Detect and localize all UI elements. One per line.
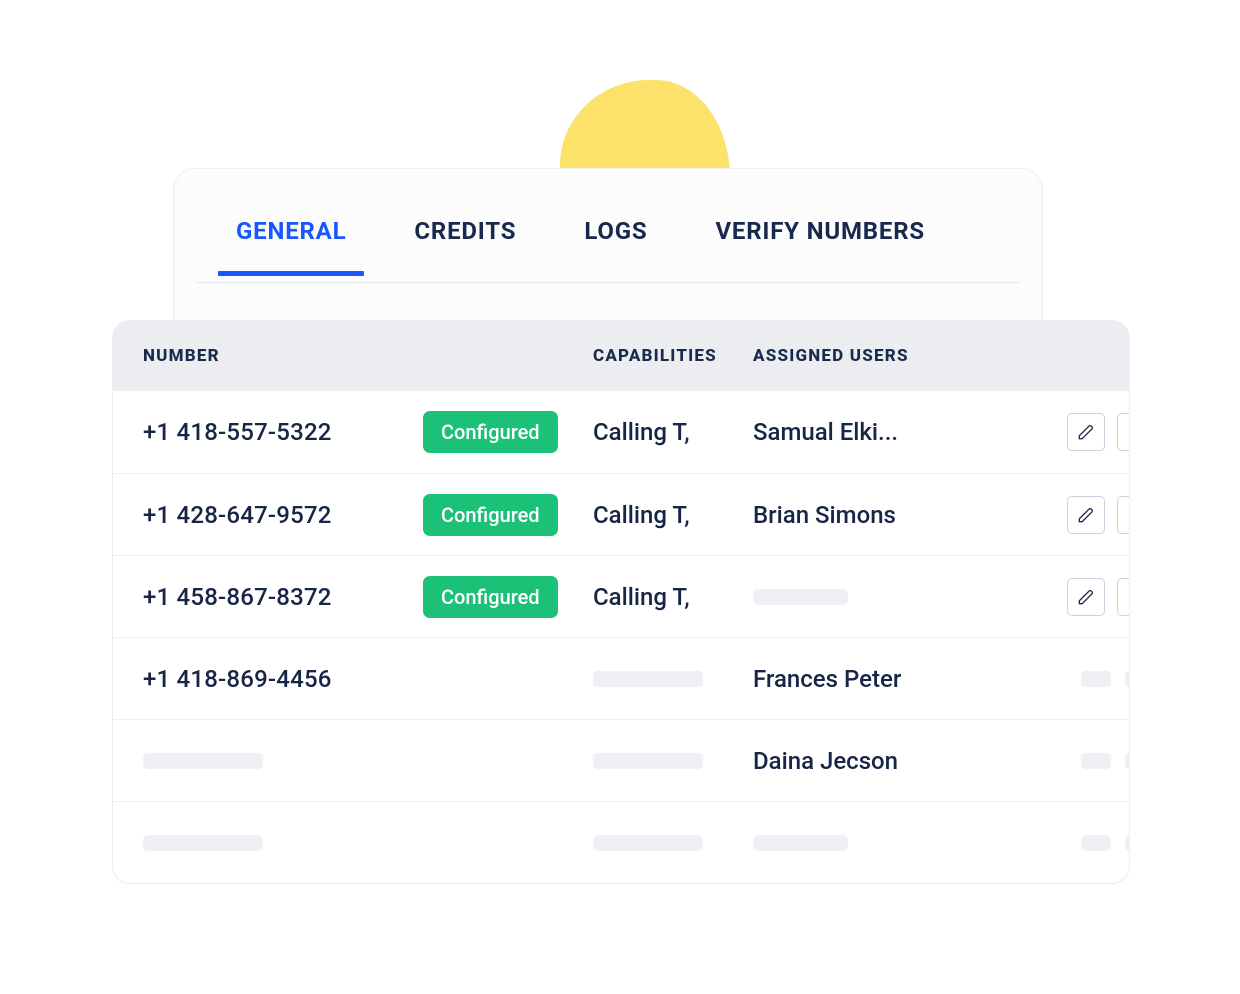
table-row: +1 418-557-5322 Configured Calling T, Sa… [113,391,1129,473]
skeleton-action-1 [1081,835,1111,851]
status-badge: Configured [423,411,558,453]
trash-icon [1126,422,1130,442]
trash-icon [1126,505,1130,525]
capabilities-value: Calling T, [593,501,690,529]
cell-capabilities: Calling T, [593,583,753,611]
skeleton-number [143,835,263,851]
cell-capabilities: Calling T, [593,418,753,446]
cell-assigned-user: Samual Elki... [753,418,1023,446]
cell-number: +1 458-867-8372 [143,583,423,611]
table-row: +1 418-869-4456 Frances Peter [113,637,1129,719]
cell-status: Configured [423,494,593,536]
cell-assigned-user [753,583,1023,611]
assigned-user-value: Daina Jecson [753,747,898,775]
cell-capabilities [593,829,753,857]
tab-logs[interactable]: LOGS [578,209,653,275]
capabilities-value: Calling T, [593,418,690,446]
cell-assigned-user: Brian Simons [753,501,1023,529]
cell-status: Configured [423,411,593,453]
edit-button[interactable] [1067,496,1105,534]
skeleton-user [753,835,848,851]
number-value: +1 428-647-9572 [143,501,332,529]
cell-capabilities [593,747,753,775]
skeleton-action-1 [1081,671,1111,687]
number-value: +1 418-557-5322 [143,418,332,446]
skeleton-number [143,753,263,769]
cell-number: +1 428-647-9572 [143,501,423,529]
cell-number [143,747,423,775]
table-row: Daina Jecson [113,719,1129,801]
table-header-row: NUMBER CAPABILITIES ASSIGNED USERS [113,321,1129,391]
cell-actions [1023,835,1130,851]
cell-actions [1023,496,1130,534]
assigned-user-value: Frances Peter [753,665,901,693]
tab-credits[interactable]: CREDITS [408,209,522,275]
capabilities-value: Calling T, [593,583,690,611]
cell-assigned-user [753,829,1023,857]
table-row: +1 428-647-9572 Configured Calling T, Br… [113,473,1129,555]
column-header-number: NUMBER [143,346,423,366]
delete-button[interactable] [1117,496,1130,534]
pencil-icon [1076,422,1096,442]
status-badge: Configured [423,494,558,536]
status-badge: Configured [423,576,558,618]
skeleton-action-2 [1125,835,1130,851]
skeleton-capabilities [593,753,703,769]
skeleton-capabilities [593,671,703,687]
number-value: +1 458-867-8372 [143,583,332,611]
cell-assigned-user: Frances Peter [753,665,1023,693]
trash-icon [1126,587,1130,607]
cell-status: Configured [423,576,593,618]
edit-button[interactable] [1067,413,1105,451]
edit-button[interactable] [1067,578,1105,616]
skeleton-action-1 [1081,753,1111,769]
cell-assigned-user: Daina Jecson [753,747,1023,775]
cell-number: +1 418-557-5322 [143,418,423,446]
pencil-icon [1076,587,1096,607]
cell-capabilities: Calling T, [593,501,753,529]
number-value: +1 418-869-4456 [143,665,332,693]
cell-actions [1023,413,1130,451]
column-header-capabilities: CAPABILITIES [593,346,753,366]
cell-actions [1023,671,1130,687]
column-header-assigned: ASSIGNED USERS [753,346,1023,366]
numbers-table: NUMBER CAPABILITIES ASSIGNED USERS +1 41… [112,320,1130,884]
pencil-icon [1076,505,1096,525]
tabs-row: GENERAL CREDITS LOGS VERIFY NUMBERS [196,209,1020,283]
skeleton-capabilities [593,835,703,851]
skeleton-action-2 [1125,753,1130,769]
cell-actions [1023,578,1130,616]
cell-number [143,829,423,857]
table-row: +1 458-867-8372 Configured Calling T, [113,555,1129,637]
delete-button[interactable] [1117,578,1130,616]
tab-general[interactable]: GENERAL [230,209,352,275]
assigned-user-value: Brian Simons [753,501,896,529]
skeleton-action-2 [1125,671,1130,687]
delete-button[interactable] [1117,413,1130,451]
tabs-panel: GENERAL CREDITS LOGS VERIFY NUMBERS [173,168,1043,338]
skeleton-user [753,589,848,605]
cell-number: +1 418-869-4456 [143,665,423,693]
table-row [113,801,1129,883]
cell-actions [1023,753,1130,769]
cell-capabilities [593,665,753,693]
assigned-user-value: Samual Elki... [753,418,898,446]
tab-verify-numbers[interactable]: VERIFY NUMBERS [709,209,931,275]
